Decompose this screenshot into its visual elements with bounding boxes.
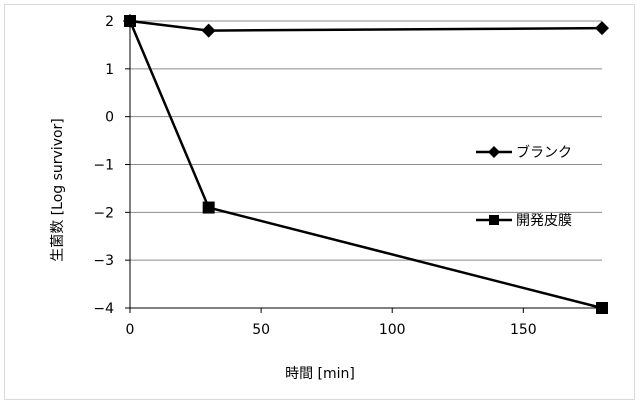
legend-item-film: 開発皮膜 — [476, 213, 572, 229]
y-tick-label: −3 — [93, 253, 114, 269]
x-tick-label: 50 — [252, 322, 270, 338]
data-point-diamond — [595, 21, 609, 36]
legend-item-blank: ブランク — [476, 144, 572, 161]
data-point-square — [596, 302, 608, 314]
legend-label-blank: ブランク — [516, 144, 572, 161]
data-point-square — [124, 15, 136, 27]
data-point-square — [202, 201, 215, 214]
y-tick-label: −1 — [93, 158, 114, 174]
x-tick-label: 0 — [126, 322, 135, 338]
y-axis-title: 生菌数 [Log survivor] — [50, 118, 66, 262]
y-tick-labels: 2 1 0 −1 −2 −3 −4 — [93, 14, 130, 317]
x-tick-label: 100 — [379, 322, 406, 338]
y-tick-label: −4 — [93, 301, 114, 317]
legend-diamond-icon — [488, 146, 500, 158]
y-tick-label: −2 — [93, 205, 114, 221]
series-line-0 — [129, 19, 603, 32]
legend: ブランク 開発皮膜 — [476, 144, 572, 229]
y-tick-label: 2 — [105, 14, 114, 30]
x-axis-title: 時間 [min] — [285, 366, 355, 382]
y-tick-label: 0 — [105, 110, 114, 126]
legend-label-film: 開発皮膜 — [516, 213, 572, 229]
data-point-diamond — [201, 23, 216, 38]
series — [123, 14, 609, 314]
y-tick-label: 1 — [105, 62, 114, 78]
legend-square-icon — [489, 215, 499, 225]
x-tick-labels: 0 50 100 150 — [126, 308, 537, 338]
x-tick-label: 150 — [510, 322, 537, 338]
chart-frame — [4, 4, 635, 400]
